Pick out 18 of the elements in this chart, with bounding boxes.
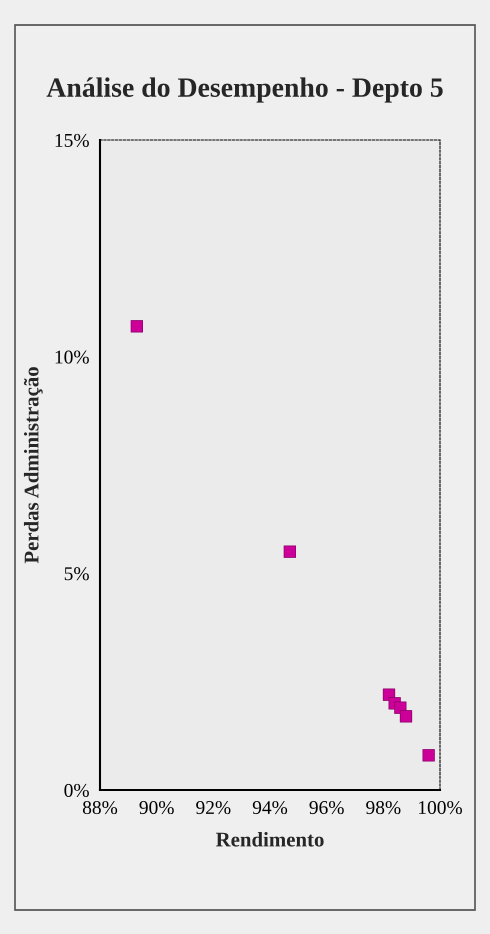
x-axis-title: Rendimento — [216, 832, 324, 847]
y-tick-label: 15% — [56, 134, 89, 147]
y-tick-label: 5% — [64, 567, 89, 580]
x-tick-label: 92% — [196, 800, 230, 814]
x-tick-label: 88% — [82, 800, 118, 814]
y-tick-label: 10% — [56, 350, 89, 364]
point — [422, 749, 435, 762]
point — [400, 710, 412, 722]
point — [284, 546, 296, 558]
x-tick-label: 96% — [309, 800, 344, 814]
x-tick-label: 98% — [366, 800, 400, 814]
x-tick-label: 100% — [419, 800, 462, 814]
y-axis-title: Perdas Administração — [24, 367, 43, 564]
point — [130, 320, 143, 332]
x-tick-label: 94% — [252, 800, 288, 814]
y-tick-label: 0% — [64, 784, 89, 797]
chart-title: Análise do Desempenho - Depto 5 — [46, 77, 443, 103]
x-tick-label: 90% — [139, 800, 174, 814]
